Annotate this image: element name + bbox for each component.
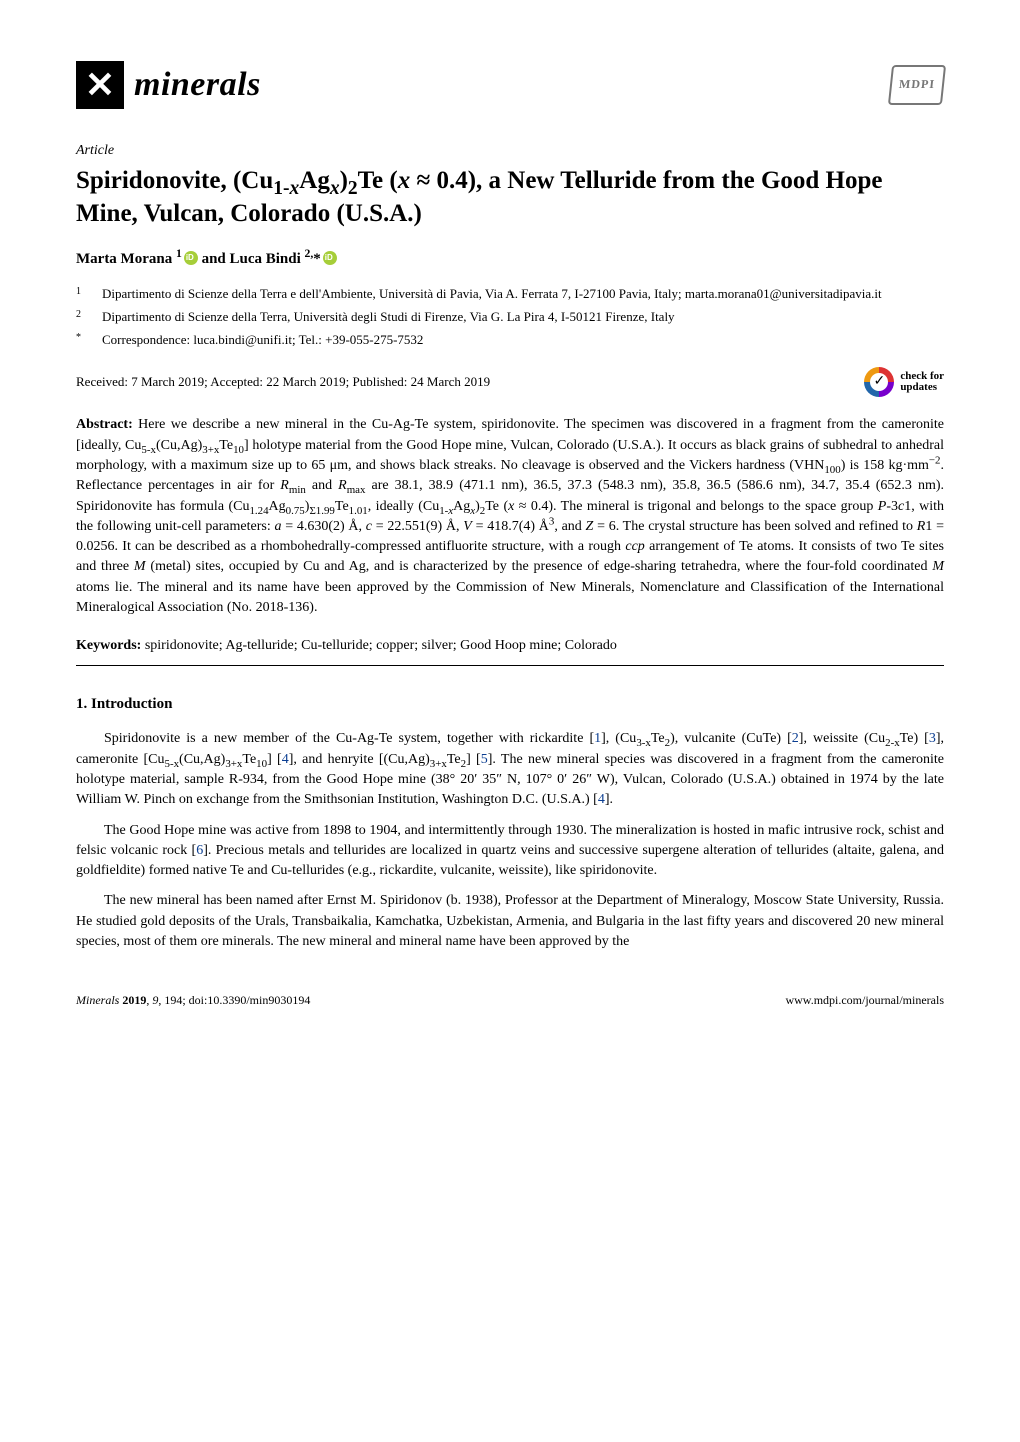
- abstract-label: Abstract:: [76, 417, 133, 432]
- header-row: ✕ minerals MDPI: [76, 60, 944, 109]
- body-paragraph: Spiridonovite is a new member of the Cu-…: [76, 729, 944, 810]
- publisher-logo: MDPI: [888, 65, 946, 105]
- footer-left: Minerals 2019, 9, 194; doi:10.3390/min90…: [76, 992, 310, 1009]
- updates-text: check for updates: [900, 371, 944, 394]
- abstract-body: Here we describe a new mineral in the Cu…: [76, 417, 944, 615]
- divider: [76, 665, 944, 666]
- correspondence-text: Correspondence: luca.bindi@unifi.it; Tel…: [102, 331, 944, 350]
- keywords: Keywords: spiridonovite; Ag-telluride; C…: [76, 636, 944, 656]
- affiliation-row: 1 Dipartimento di Scienze della Terra e …: [76, 285, 944, 304]
- keywords-label: Keywords:: [76, 638, 141, 653]
- affiliation-number: 1: [76, 285, 88, 304]
- journal-logo-glyph: ✕: [76, 61, 124, 109]
- section-heading: 1. Introduction: [76, 694, 944, 716]
- affiliation-row: 2 Dipartimento di Scienze della Terra, U…: [76, 308, 944, 327]
- dates-line: Received: 7 March 2019; Accepted: 22 Mar…: [76, 373, 490, 392]
- affiliation-text: Dipartimento di Scienze della Terra e de…: [102, 285, 944, 304]
- article-title: Spiridonovite, (Cu1-xAgx)2Te (x ≈ 0.4), …: [76, 164, 944, 232]
- body-paragraph: The new mineral has been named after Ern…: [76, 891, 944, 952]
- affiliation-text: Dipartimento di Scienze della Terra, Uni…: [102, 308, 944, 327]
- page-footer: Minerals 2019, 9, 194; doi:10.3390/min90…: [76, 992, 944, 1009]
- checkmark-icon: ✓: [870, 373, 888, 391]
- affiliation-row: * Correspondence: luca.bindi@unifi.it; T…: [76, 331, 944, 350]
- updates-line2: updates: [900, 382, 944, 394]
- authors-line: Marta Morana 1 and Luca Bindi 2,*: [76, 249, 944, 271]
- abstract: Abstract: Here we describe a new mineral…: [76, 415, 944, 618]
- correspondence-marker: *: [76, 331, 88, 350]
- article-type: Article: [76, 141, 944, 161]
- affiliations-block: 1 Dipartimento di Scienze della Terra e …: [76, 285, 944, 350]
- orcid-icon: [184, 251, 198, 265]
- page-container: ✕ minerals MDPI Article Spiridonovite, (…: [0, 0, 1020, 1046]
- body-paragraph: The Good Hope mine was active from 1898 …: [76, 821, 944, 882]
- orcid-icon: [323, 251, 337, 265]
- journal-logo-word: minerals: [134, 60, 261, 109]
- check-for-updates-badge[interactable]: ✓ check for updates: [864, 367, 944, 397]
- keywords-text: spiridonovite; Ag-telluride; Cu-tellurid…: [145, 638, 617, 653]
- footer-right: www.mdpi.com/journal/minerals: [785, 992, 944, 1009]
- updates-circle-icon: ✓: [864, 367, 894, 397]
- dates-row: Received: 7 March 2019; Accepted: 22 Mar…: [76, 367, 944, 397]
- journal-logo: ✕ minerals: [76, 60, 261, 109]
- affiliation-number: 2: [76, 308, 88, 327]
